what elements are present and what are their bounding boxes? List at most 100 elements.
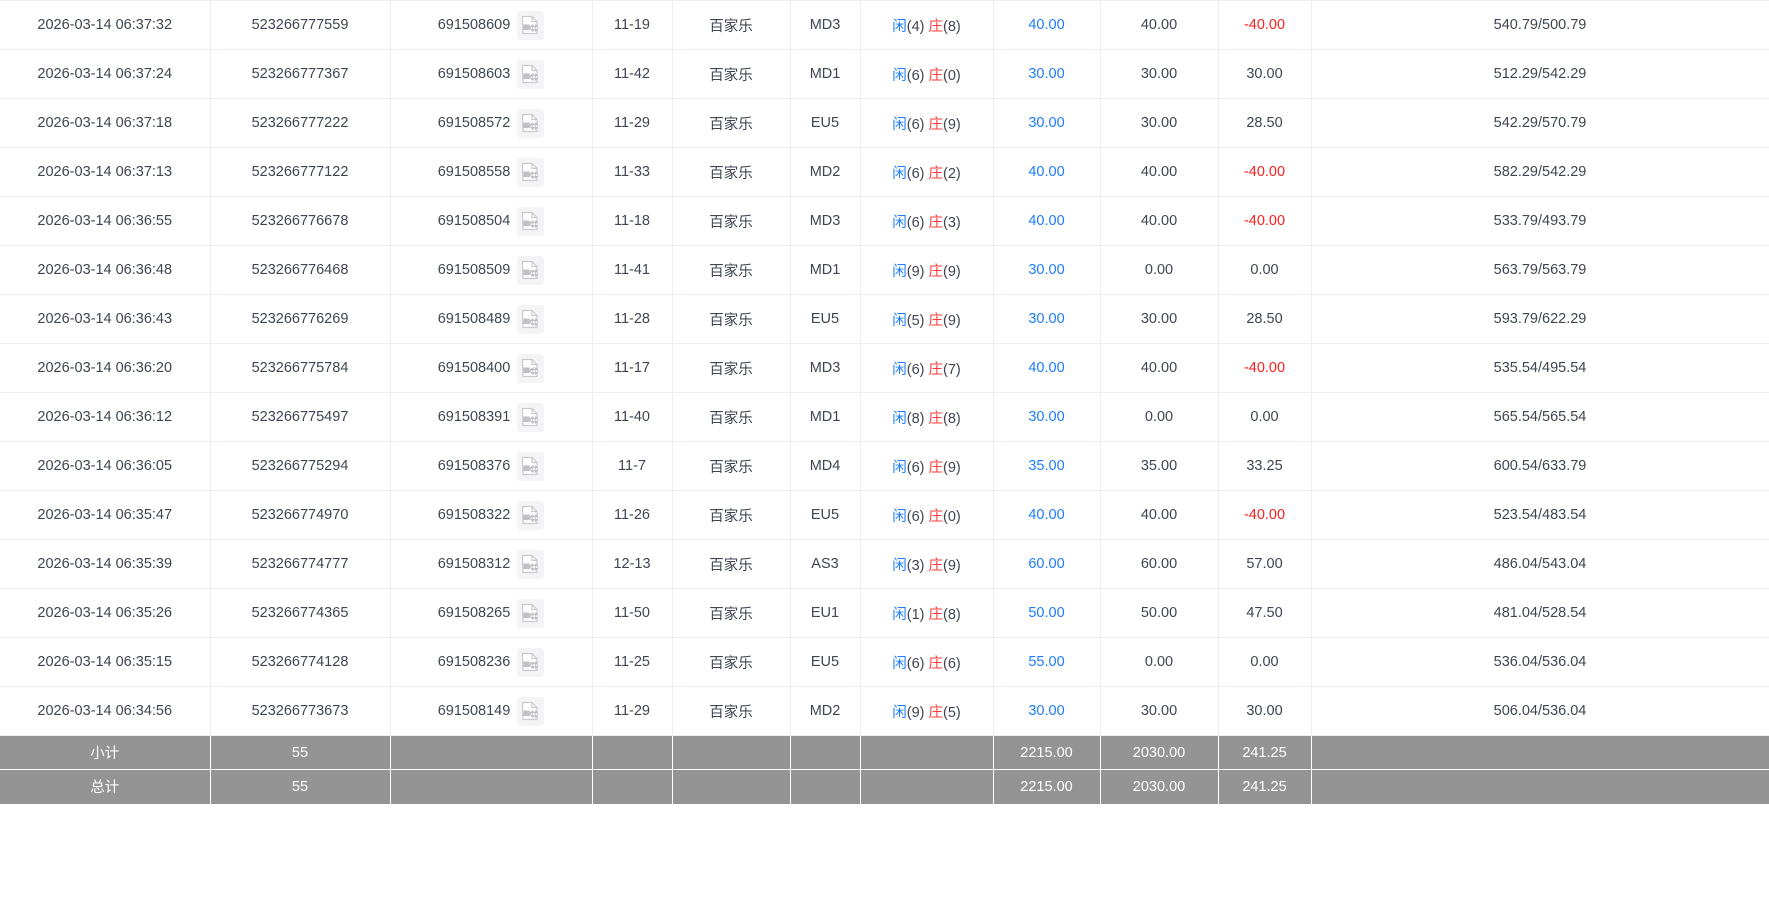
win-loss-cell: -40.00 <box>1218 1 1312 50</box>
game-name-cell: 百家乐 <box>672 196 791 246</box>
round-id-value: 691508603 <box>437 65 511 82</box>
bet-id-cell: 523266774777 <box>210 539 391 589</box>
video-document-icon[interactable] <box>517 10 545 40</box>
shoe-round-cell: 12-13 <box>592 539 673 589</box>
player-points: (6) <box>906 67 925 84</box>
shoe-round-cell: 11-50 <box>592 588 673 638</box>
video-document-icon[interactable] <box>517 500 545 530</box>
banker-points: (8) <box>943 606 961 623</box>
round-id-cell: 691508322 <box>390 490 593 540</box>
valid-bet-cell: 30.00 <box>1100 294 1219 344</box>
banker-label: 庄 <box>928 165 944 182</box>
shoe-round-cell: 11-29 <box>592 98 673 148</box>
round-id-value: 691508504 <box>437 212 511 229</box>
player-points: (3) <box>906 557 925 574</box>
summary-row: 总计 55 2215.00 2030.00 241.25 <box>0 769 1769 804</box>
video-document-icon[interactable] <box>517 647 545 677</box>
video-document-icon[interactable] <box>517 206 545 236</box>
player-points: (6) <box>906 214 925 231</box>
win-loss-cell: 28.50 <box>1218 98 1312 148</box>
summary-blank-table <box>790 769 861 804</box>
round-id-value: 691508312 <box>437 555 511 572</box>
banker-label: 庄 <box>928 18 944 35</box>
game-name-cell: 百家乐 <box>672 686 791 736</box>
video-document-icon[interactable] <box>517 304 545 334</box>
round-id-cell: 691508572 <box>390 98 593 148</box>
shoe-round-cell: 11-40 <box>592 392 673 442</box>
round-id-cell: 691508558 <box>390 147 593 197</box>
win-loss-cell: 57.00 <box>1218 539 1312 589</box>
bet-id-cell: 523266775294 <box>210 441 391 491</box>
banker-points: (5) <box>943 704 961 721</box>
valid-bet-cell: 0.00 <box>1100 392 1219 442</box>
summary-blank-balance <box>1311 735 1769 770</box>
table-row: 2026-03-14 06:35:26 523266774365 691508265… <box>0 588 1769 638</box>
game-result-cell: 闲(6) 庄(0) <box>860 49 994 99</box>
player-points: (6) <box>906 165 925 182</box>
summary-bet-amount-cell: 2215.00 <box>993 769 1101 804</box>
player-label: 闲 <box>892 655 907 672</box>
round-id-cell: 691508265 <box>390 588 593 638</box>
player-label: 闲 <box>892 361 907 378</box>
bet-time-cell: 2026-03-14 06:35:15 <box>0 637 211 687</box>
video-document-icon[interactable] <box>517 549 545 579</box>
video-document-icon[interactable] <box>517 108 545 138</box>
video-document-icon[interactable] <box>517 402 545 432</box>
summary-blank-shoe <box>592 769 673 804</box>
banker-label: 庄 <box>928 655 944 672</box>
round-id-value: 691508322 <box>437 506 511 523</box>
page-bottom-padding <box>0 803 1769 834</box>
table-code-cell: MD4 <box>790 441 861 491</box>
game-result-cell: 闲(6) 庄(9) <box>860 98 994 148</box>
player-label: 闲 <box>892 606 907 623</box>
summary-label-cell: 小计 <box>0 735 211 770</box>
player-points: (6) <box>906 361 925 378</box>
banker-label: 庄 <box>928 557 944 574</box>
table-row: 2026-03-14 06:37:18 523266777222 691508572… <box>0 98 1769 148</box>
video-document-icon[interactable] <box>517 59 545 89</box>
balance-cell: 506.04/536.04 <box>1311 686 1769 736</box>
table-code-cell: EU1 <box>790 588 861 638</box>
shoe-round-cell: 11-42 <box>592 49 673 99</box>
summary-valid-bet-cell: 2030.00 <box>1100 769 1219 804</box>
bet-time-cell: 2026-03-14 06:36:43 <box>0 294 211 344</box>
player-label: 闲 <box>892 508 907 525</box>
game-result-cell: 闲(6) 庄(3) <box>860 196 994 246</box>
video-document-icon[interactable] <box>517 696 545 726</box>
bet-id-cell: 523266774970 <box>210 490 391 540</box>
banker-label: 庄 <box>928 459 944 476</box>
bet-id-cell: 523266775497 <box>210 392 391 442</box>
video-document-icon[interactable] <box>517 255 545 285</box>
bet-amount-cell: 35.00 <box>993 441 1101 491</box>
video-document-icon[interactable] <box>517 451 545 481</box>
video-document-icon[interactable] <box>517 598 545 628</box>
summary-blank-game <box>672 735 791 770</box>
player-points: (6) <box>906 508 925 525</box>
video-document-icon[interactable] <box>517 353 545 383</box>
game-result-cell: 闲(4) 庄(8) <box>860 1 994 50</box>
game-name-cell: 百家乐 <box>672 637 791 687</box>
table-code-cell: MD3 <box>790 343 861 393</box>
bet-amount-cell: 40.00 <box>993 147 1101 197</box>
game-result-cell: 闲(1) 庄(8) <box>860 588 994 638</box>
player-points: (1) <box>906 606 925 623</box>
shoe-round-cell: 11-33 <box>592 147 673 197</box>
balance-cell: 540.79/500.79 <box>1311 1 1769 50</box>
game-name-cell: 百家乐 <box>672 392 791 442</box>
round-id-value: 691508391 <box>437 408 511 425</box>
player-points: (4) <box>906 18 925 35</box>
bet-id-cell: 523266773673 <box>210 686 391 736</box>
game-result-cell: 闲(9) 庄(5) <box>860 686 994 736</box>
video-document-icon[interactable] <box>517 157 545 187</box>
round-id-value: 691508265 <box>437 604 511 621</box>
round-id-cell: 691508603 <box>390 49 593 99</box>
table-row: 2026-03-14 06:37:24 523266777367 691508603… <box>0 49 1769 99</box>
balance-cell: 542.29/570.79 <box>1311 98 1769 148</box>
game-name-cell: 百家乐 <box>672 98 791 148</box>
bet-amount-cell: 30.00 <box>993 245 1101 295</box>
round-id-value: 691508149 <box>437 702 511 719</box>
banker-points: (9) <box>943 312 961 329</box>
table-row: 2026-03-14 06:37:32 523266777559 691508609… <box>0 1 1769 50</box>
bet-time-cell: 2026-03-14 06:36:12 <box>0 392 211 442</box>
bet-amount-cell: 55.00 <box>993 637 1101 687</box>
